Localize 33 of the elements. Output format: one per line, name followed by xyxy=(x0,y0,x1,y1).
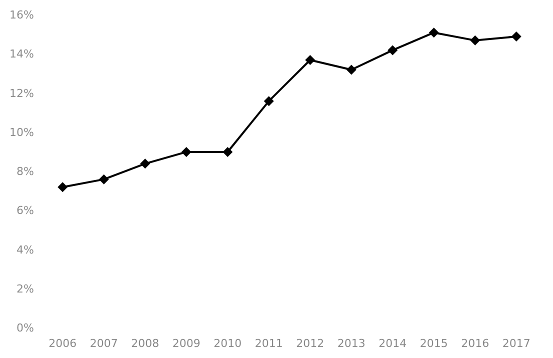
x-tick-label: 2009 xyxy=(172,337,200,350)
y-tick-label: 4% xyxy=(16,243,34,256)
point xyxy=(511,32,522,42)
y-tick-label: 12% xyxy=(10,86,34,100)
point xyxy=(346,64,356,75)
point xyxy=(98,174,109,184)
x-tick-label: 2006 xyxy=(48,337,77,350)
x-tick-label: 2013 xyxy=(337,337,366,350)
x-tick-label: 2014 xyxy=(378,337,407,350)
point xyxy=(388,45,398,56)
point xyxy=(470,35,480,46)
point xyxy=(428,28,439,38)
x-tick-label: 2017 xyxy=(502,337,530,350)
y-tick-label: 0% xyxy=(16,322,34,334)
y-tick-label: 10% xyxy=(10,126,34,139)
point xyxy=(222,146,233,157)
y-tick-label: 6% xyxy=(16,204,34,218)
point xyxy=(140,158,150,169)
y-tick-label: 14% xyxy=(10,48,34,61)
x-tick-label: 2012 xyxy=(296,337,324,350)
x-tick-label: 2015 xyxy=(420,337,448,350)
y-tick-label: 2% xyxy=(16,282,34,296)
x-tick-label: 2008 xyxy=(131,337,160,350)
y-tick-label: 8% xyxy=(16,165,34,178)
point xyxy=(264,96,274,106)
point xyxy=(58,182,68,192)
x-tick-label: 2016 xyxy=(461,337,490,350)
x-tick-label: 2010 xyxy=(214,337,242,350)
x-tick-label: 2011 xyxy=(254,337,283,350)
x-tick-label: 2007 xyxy=(90,337,118,350)
point xyxy=(181,146,192,157)
point xyxy=(305,54,316,65)
y-tick-label: 16% xyxy=(10,8,34,22)
